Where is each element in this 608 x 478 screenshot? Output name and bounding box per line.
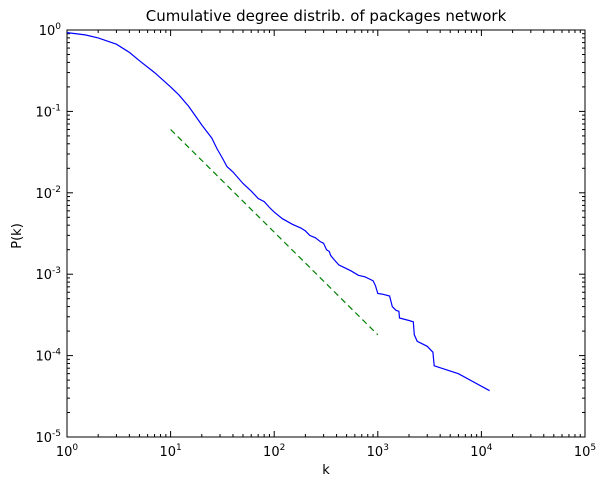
y-tick-exponent: -4 — [52, 348, 61, 358]
x-tick-exponent: 5 — [590, 443, 596, 453]
x-tick-base: 10 — [263, 445, 280, 460]
y-tick-label: 10-1 — [35, 103, 61, 120]
y-tick-base: 10 — [35, 268, 52, 283]
x-tick-label: 103 — [367, 443, 389, 460]
x-tick-base: 10 — [56, 445, 73, 460]
chart-title: Cumulative degree distrib. of packages n… — [146, 7, 507, 25]
x-tick-exponent: 1 — [176, 443, 182, 453]
x-tick-base: 10 — [574, 445, 591, 460]
y-axis-label: P(k) — [10, 223, 25, 249]
axis-ticks: 100 101 102 103 104 10510010-110-210-310-410-… — [35, 22, 596, 460]
y-tick-exponent: -1 — [52, 103, 61, 113]
cumulative-distribution-line — [66, 32, 490, 392]
y-tick-base: 10 — [35, 350, 52, 365]
x-tick-exponent: 3 — [383, 443, 389, 453]
y-tick-label: 100 — [39, 22, 62, 39]
x-tick-label: 101 — [159, 443, 181, 460]
y-tick-base: 10 — [35, 105, 52, 120]
x-tick-exponent: 4 — [487, 443, 493, 453]
x-tick-label: 105 — [574, 443, 596, 460]
y-tick-base: 10 — [39, 24, 56, 39]
y-tick-label: 10-5 — [35, 429, 61, 446]
y-tick-exponent: -2 — [52, 185, 61, 195]
plot-frame — [66, 29, 586, 438]
y-tick-label: 10-2 — [35, 185, 61, 202]
reference-dashed-line — [170, 129, 379, 336]
x-tick-exponent: 2 — [280, 443, 286, 453]
series-layer — [66, 32, 490, 392]
x-tick-base: 10 — [159, 445, 176, 460]
x-tick-base: 10 — [470, 445, 487, 460]
y-tick-exponent: -3 — [52, 266, 61, 276]
x-tick-base: 10 — [367, 445, 384, 460]
x-tick-label: 104 — [470, 443, 493, 460]
x-tick-exponent: 0 — [72, 443, 78, 453]
y-tick-label: 10-3 — [35, 266, 61, 283]
x-tick-label: 100 — [56, 443, 79, 460]
y-tick-base: 10 — [35, 187, 52, 202]
y-tick-base: 10 — [35, 431, 52, 446]
x-axis-label: k — [322, 463, 330, 478]
x-tick-label: 102 — [263, 443, 285, 460]
y-tick-exponent: 0 — [55, 22, 61, 32]
y-tick-label: 10-4 — [35, 348, 61, 365]
y-tick-exponent: -5 — [52, 429, 61, 439]
